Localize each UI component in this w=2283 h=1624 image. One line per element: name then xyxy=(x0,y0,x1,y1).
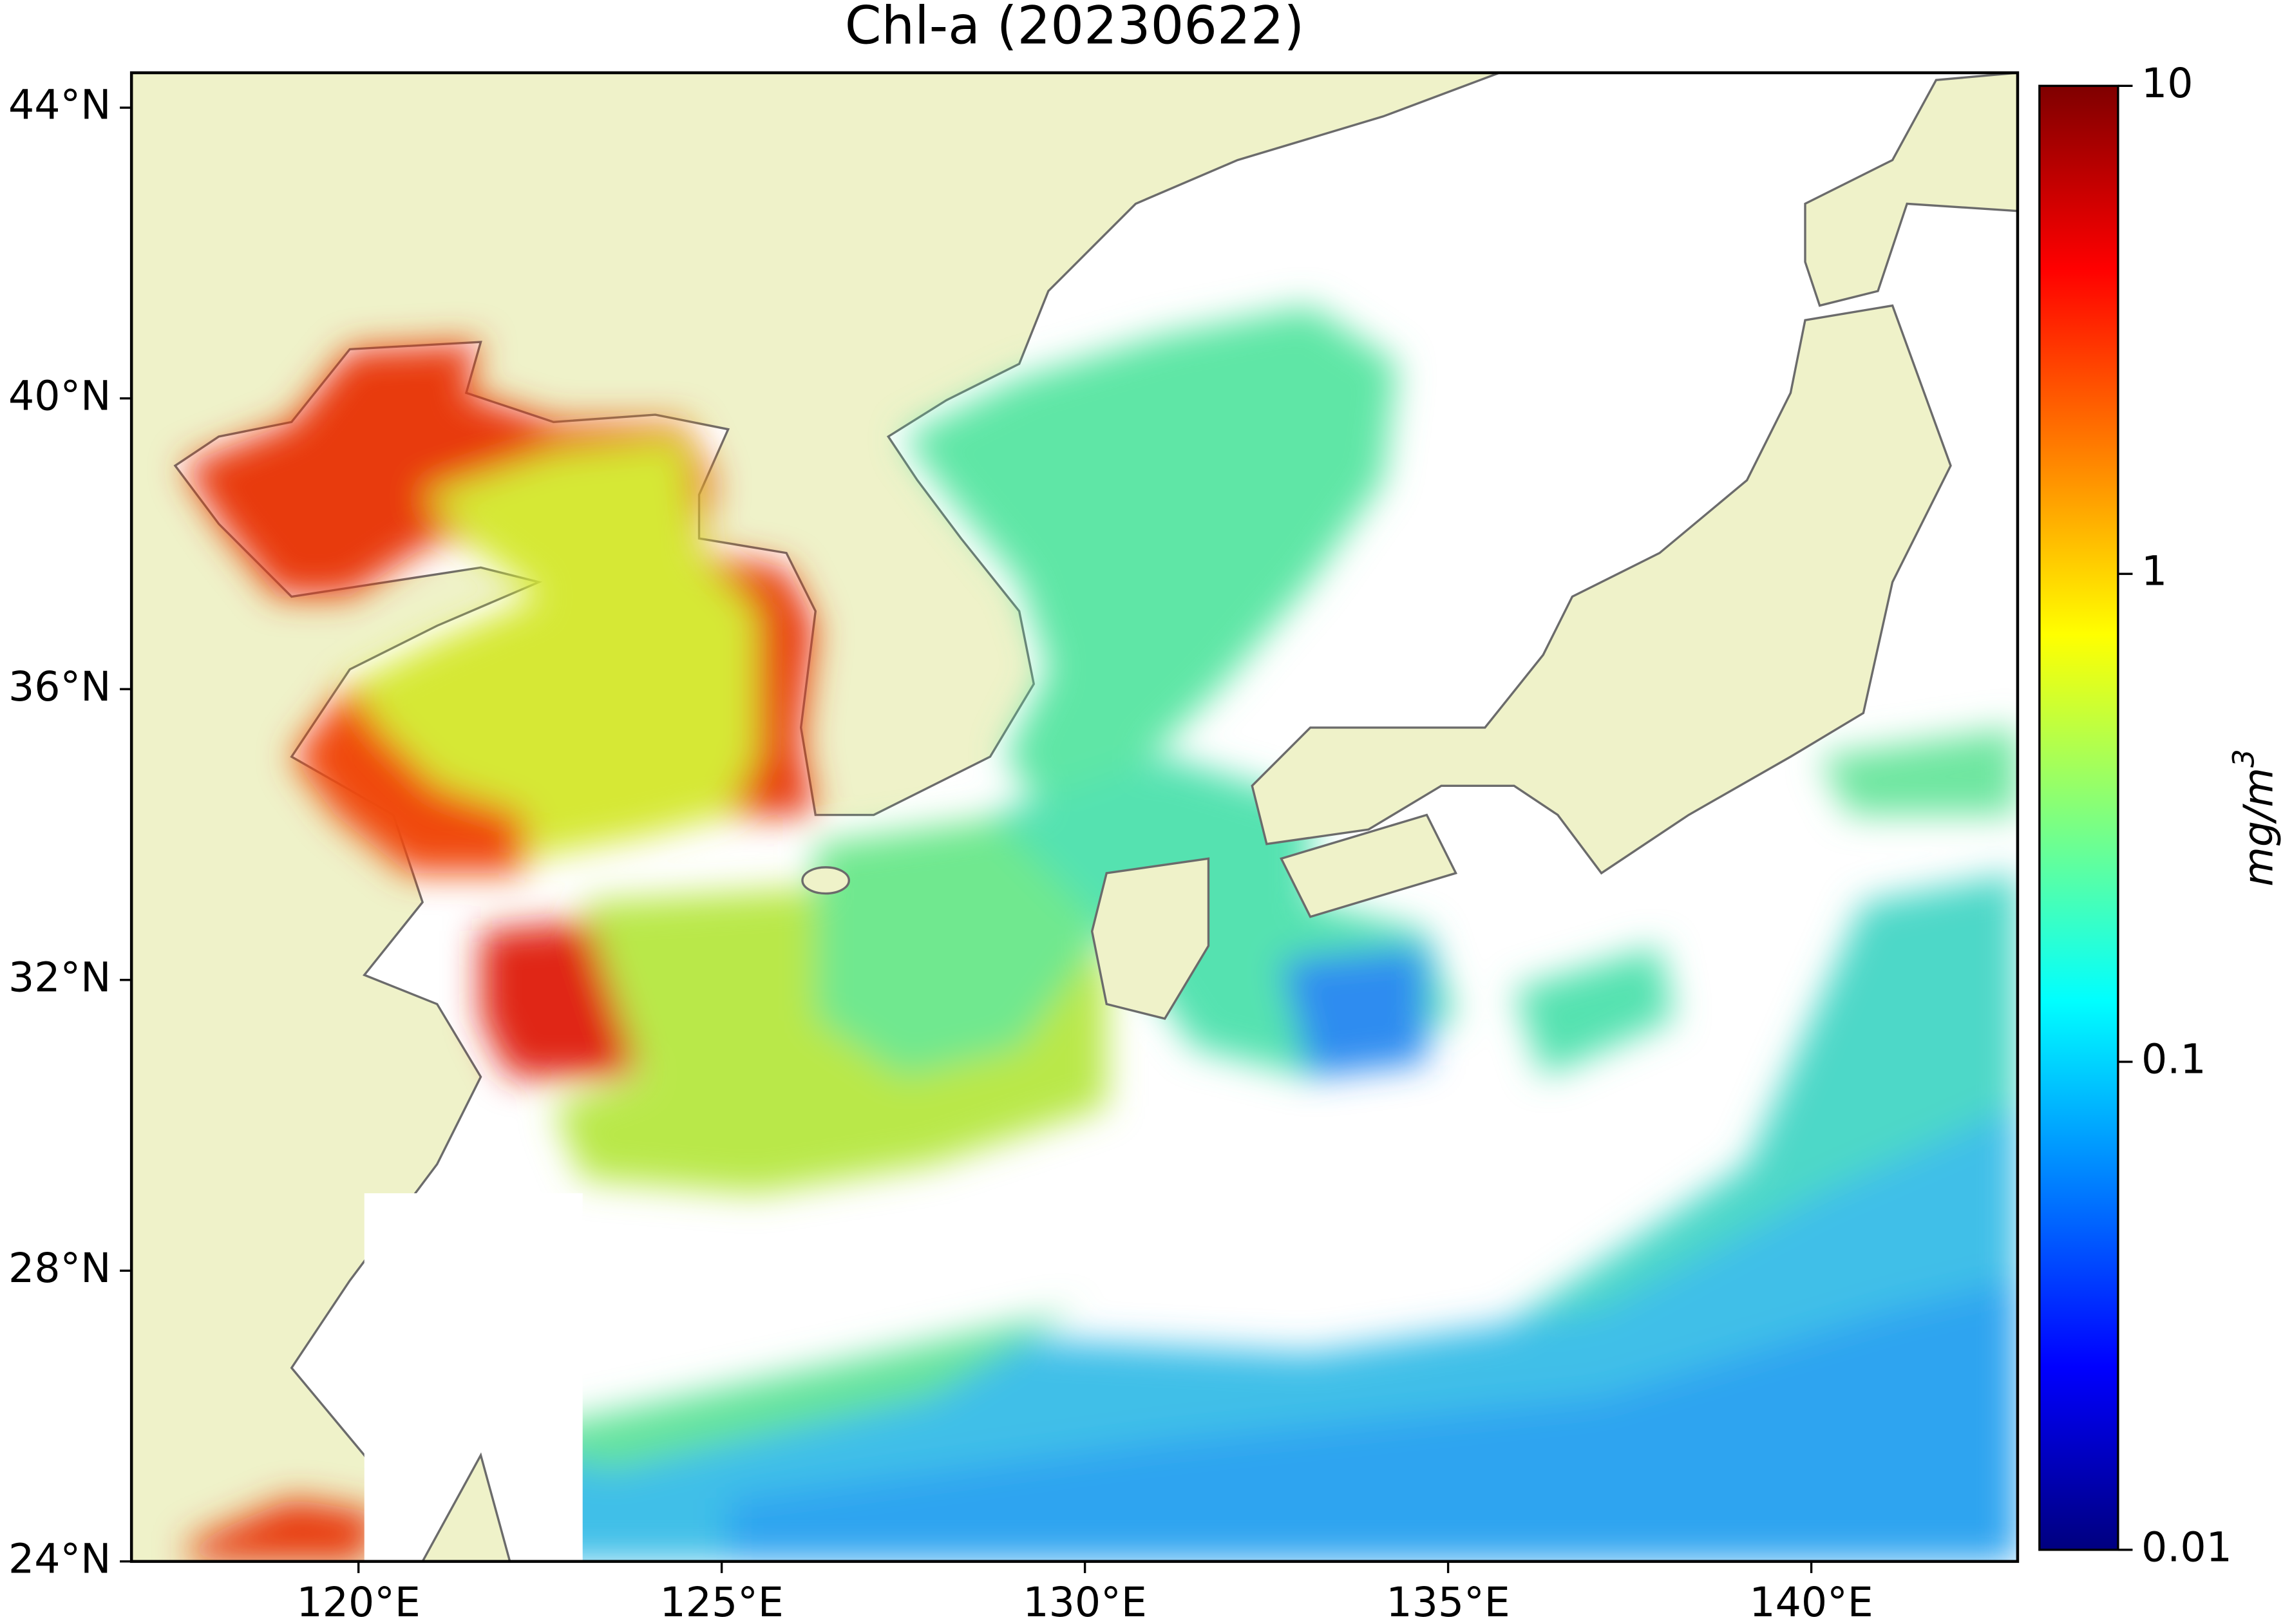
y-tick-label: 40°N xyxy=(8,372,111,419)
x-tick-label: 125°E xyxy=(659,1578,783,1624)
colorbar-unit: mg/m xyxy=(2234,768,2282,887)
colorbar-tick-label: 1 xyxy=(2141,547,2167,595)
y-tick-label: 28°N xyxy=(8,1244,111,1292)
x-tick-label: 140°E xyxy=(1749,1578,1873,1624)
map xyxy=(131,72,2018,1562)
y-tick-label: 24°N xyxy=(8,1534,111,1582)
colorbar xyxy=(2038,84,2119,1551)
chlorophyll-field xyxy=(182,305,2018,1562)
honshu xyxy=(1251,304,1952,875)
chart-title: Chl-a (20230622) xyxy=(845,0,1305,57)
colorbar-tick-label: 0.01 xyxy=(2141,1523,2232,1571)
hokkaido xyxy=(1804,72,2018,307)
y-tick-label: 36°N xyxy=(8,663,111,710)
jeju xyxy=(801,866,850,895)
plot-frame xyxy=(129,71,2020,1563)
x-tick-label: 130°E xyxy=(1023,1578,1146,1624)
colorbar-unit-exponent: 3 xyxy=(2227,749,2261,768)
x-tick-label: 120°E xyxy=(296,1578,420,1624)
x-tick-label: 135°E xyxy=(1386,1578,1510,1624)
kyushu xyxy=(1090,857,1210,1020)
colorbar-tick-label: 0.1 xyxy=(2141,1035,2206,1083)
taiwan xyxy=(421,1452,511,1562)
y-tick-label: 32°N xyxy=(8,953,111,1001)
colorbar-tick-label: 10 xyxy=(2141,59,2193,107)
shikoku xyxy=(1280,813,1458,918)
colorbar-label: mg/m3 xyxy=(2227,749,2282,886)
y-tick-label: 44°N xyxy=(8,81,111,129)
